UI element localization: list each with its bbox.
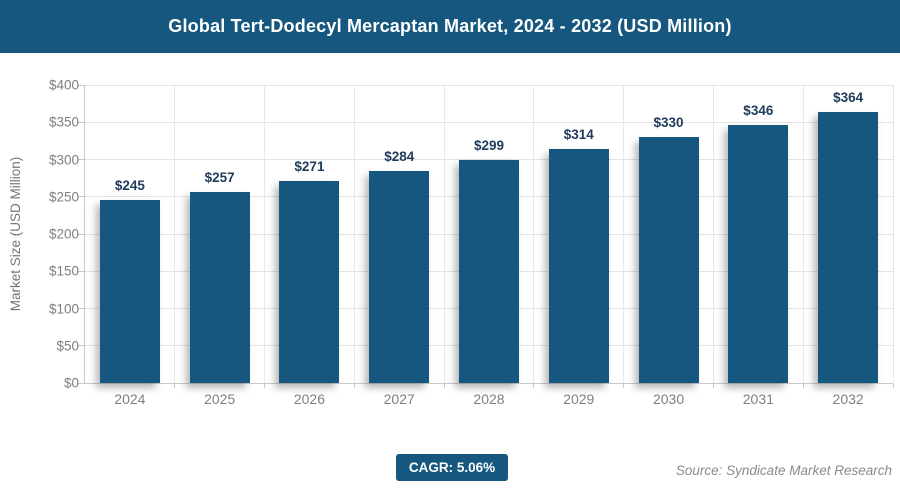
- bar-value-label: $284: [384, 149, 415, 165]
- bar: [548, 149, 609, 383]
- y-axis-tick: [78, 345, 84, 347]
- x-axis-category-label: 2030: [652, 391, 685, 407]
- x-axis-tick: [802, 384, 804, 388]
- vertical-gridline: [712, 85, 714, 383]
- y-axis-tick: [78, 121, 84, 123]
- x-axis-tick: [353, 384, 355, 388]
- vertical-gridline: [264, 85, 266, 383]
- x-axis-tick: [623, 384, 625, 388]
- bar-value-label: $330: [653, 115, 684, 131]
- y-axis-line: [84, 85, 85, 383]
- bar: [459, 160, 519, 383]
- y-axis-tick: [78, 84, 84, 86]
- chart-title-bar: Global Tert-Dodecyl Mercaptan Market, 20…: [0, 0, 900, 53]
- vertical-gridline: [443, 85, 445, 383]
- x-axis-tick: [174, 384, 176, 388]
- y-axis-tick: [78, 159, 84, 160]
- y-axis-tick: [78, 382, 84, 384]
- horizontal-gridline: [85, 121, 893, 123]
- horizontal-gridline: [85, 159, 893, 160]
- horizontal-gridline: [85, 84, 893, 86]
- plot-area: $0 $50 $100 $150 $200 $250 $300 $350 $400 $245 202…: [49, 78, 894, 407]
- y-axis-tick-label: $400: [48, 77, 79, 93]
- bar: [728, 125, 789, 383]
- bar-value-label: $299: [473, 138, 505, 154]
- bar-value-label: $245: [114, 178, 145, 194]
- source-attribution: Source: Syndicate Market Research: [675, 463, 892, 478]
- y-axis-tick-label: $200: [48, 226, 79, 242]
- x-axis-category-label: 2029: [563, 391, 595, 407]
- x-axis-category-label: 2024: [114, 391, 146, 407]
- x-axis-category-label: 2028: [473, 391, 505, 407]
- y-axis-tick-label: $0: [63, 375, 79, 391]
- x-axis-category-label: 2032: [832, 391, 864, 407]
- x-axis-tick: [264, 384, 266, 388]
- x-axis-tick: [533, 384, 535, 388]
- y-axis-tick: [78, 233, 84, 235]
- vertical-gridline: [533, 85, 535, 383]
- vertical-gridline: [623, 85, 625, 383]
- bar: [189, 191, 250, 383]
- y-axis-tick-label: $250: [48, 189, 79, 205]
- x-axis-category-label: 2031: [742, 391, 774, 407]
- y-axis-tick-label: $100: [48, 301, 79, 316]
- bar: [638, 137, 699, 383]
- x-axis-line: [84, 383, 893, 384]
- y-axis-tick: [78, 308, 84, 309]
- vertical-gridline: [174, 85, 176, 383]
- chart-title: Global Tert-Dodecyl Mercaptan Market, 20…: [168, 16, 732, 36]
- x-axis-tick: [892, 384, 894, 388]
- y-axis-tick: [78, 270, 84, 272]
- y-axis-tick-label: $50: [56, 338, 79, 354]
- bar-value-label: $271: [294, 159, 325, 175]
- y-axis-tick: [78, 196, 84, 198]
- x-axis-tick: [712, 384, 714, 388]
- x-axis-tick: [443, 384, 445, 388]
- vertical-gridline: [353, 85, 355, 383]
- y-axis-title: Market Size (USD Million): [8, 156, 23, 312]
- cagr-badge: CAGR: 5.06%: [396, 454, 508, 481]
- bar: [99, 200, 160, 383]
- bar-value-label: $314: [563, 127, 594, 143]
- y-axis-tick-label: $150: [48, 263, 79, 279]
- bar: [279, 181, 340, 383]
- vertical-gridline: [802, 85, 804, 383]
- bar: [818, 111, 879, 383]
- bar-value-label: $346: [743, 103, 774, 119]
- y-axis-tick-label: $350: [48, 114, 79, 130]
- cagr-label: CAGR: 5.06%: [408, 460, 496, 475]
- x-axis-category-label: 2027: [383, 391, 415, 407]
- x-axis-category-label: 2026: [293, 391, 326, 407]
- y-axis-tick-label: $300: [48, 152, 79, 167]
- bar-value-label: $257: [204, 169, 235, 185]
- bar: [369, 171, 430, 383]
- bar-value-label: $364: [833, 89, 864, 105]
- vertical-gridline: [892, 85, 894, 383]
- x-axis-category-label: 2025: [204, 391, 236, 407]
